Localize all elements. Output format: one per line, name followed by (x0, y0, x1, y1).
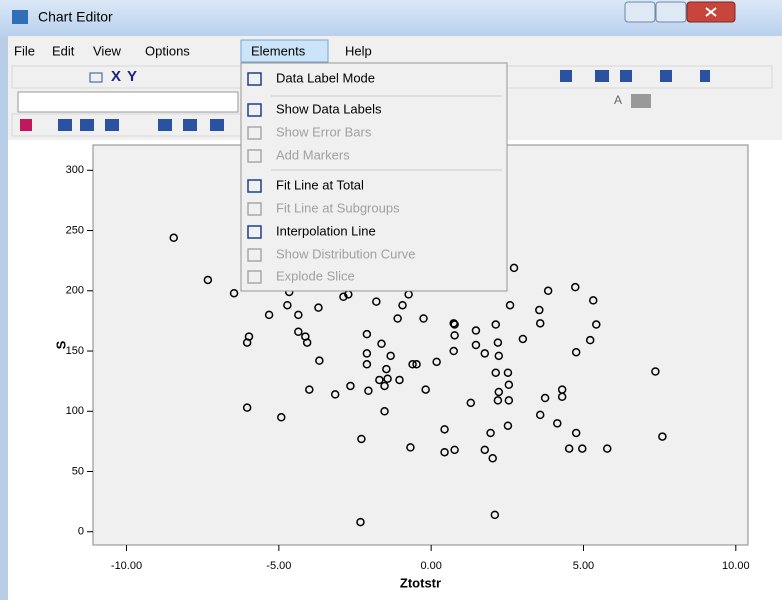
dropdown-item[interactable]: Interpolation Line (276, 223, 376, 238)
dropdown-item: Fit Line at Subgroups (276, 200, 400, 215)
menu-item[interactable]: Edit (52, 43, 75, 58)
x-tick-label: 0.00 (420, 560, 441, 572)
dropdown-item[interactable]: Fit Line at Total (276, 177, 364, 192)
menu-item[interactable]: File (14, 43, 35, 58)
dropdown-item: Explode Slice (276, 268, 355, 283)
y-axis-title: S (53, 340, 68, 349)
y-tick-label: 200 (66, 285, 84, 297)
minimize-button[interactable] (625, 2, 655, 22)
text-color-tool[interactable]: A (614, 93, 622, 107)
window-title: Chart Editor (38, 9, 113, 25)
x-tick-label: 10.00 (722, 560, 750, 572)
y-tick-label: 300 (66, 164, 84, 176)
chart-editor-window: Chart Editor File Edit View Options Elements… (0, 0, 782, 600)
x-tick-label: -5.00 (266, 560, 291, 572)
window-border (0, 36, 8, 600)
app-icon (12, 10, 28, 24)
x-tick-label: 5.00 (573, 560, 594, 572)
dropdown-item: Show Distribution Curve (276, 246, 415, 261)
dropdown-item: Add Markers (276, 147, 350, 162)
x-axis-tool[interactable]: X (111, 68, 121, 85)
y-tick-label: 50 (72, 465, 84, 477)
y-axis-tool[interactable]: Y (127, 68, 137, 85)
menu-item[interactable]: Help (345, 43, 372, 58)
dropdown-item[interactable]: Data Label Mode (276, 70, 375, 85)
dropdown-item: Show Error Bars (276, 124, 372, 139)
menu-item[interactable]: Elements (251, 43, 306, 58)
y-tick-label: 0 (78, 526, 84, 538)
maximize-button[interactable] (656, 2, 686, 22)
dropdown-item[interactable]: Show Data Labels (276, 101, 382, 116)
menu-item[interactable]: View (93, 43, 122, 58)
x-tick-label: -10.00 (111, 560, 142, 572)
y-tick-label: 250 (66, 224, 84, 236)
y-tick-label: 100 (66, 405, 84, 417)
menu-item[interactable]: Options (145, 43, 190, 58)
x-axis-title: Ztotstr (400, 575, 441, 590)
